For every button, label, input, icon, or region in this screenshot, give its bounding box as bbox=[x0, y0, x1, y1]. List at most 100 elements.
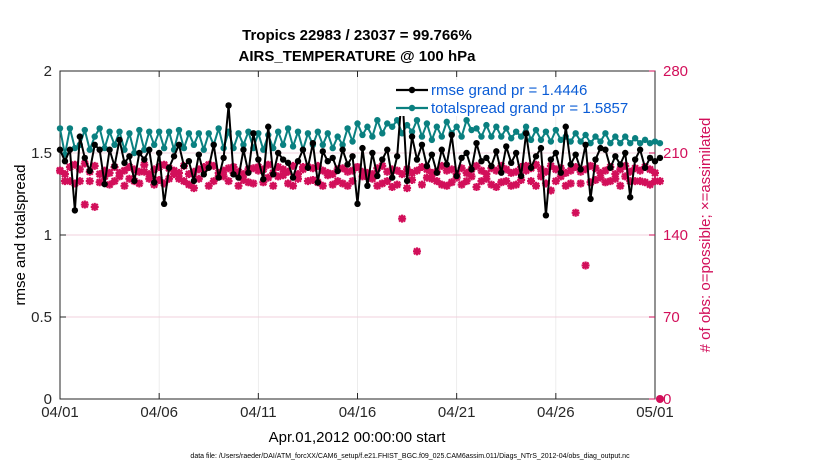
totalspread-marker bbox=[245, 128, 252, 135]
obs-assimilated-marker bbox=[507, 181, 516, 190]
y-tick-label: 1.5 bbox=[31, 145, 52, 162]
rmse-marker bbox=[587, 195, 594, 203]
obs-possible-marker bbox=[373, 164, 382, 173]
obs-possible-marker bbox=[189, 167, 198, 176]
obs-possible-marker bbox=[155, 163, 164, 172]
obs-assimilated-marker bbox=[284, 179, 293, 188]
totalspread-marker bbox=[175, 126, 183, 134]
obs-assimilated-marker bbox=[626, 177, 635, 186]
rmse-marker bbox=[537, 144, 545, 152]
rmse-marker bbox=[532, 153, 540, 160]
obs-possible-marker bbox=[651, 168, 659, 177]
obs-possible-marker bbox=[566, 166, 575, 175]
obs-assimilated-marker bbox=[363, 172, 372, 181]
obs-possible-marker bbox=[447, 165, 456, 174]
legend-rmse-label: rmse grand pr = 1.4446 bbox=[431, 82, 587, 99]
obs-assimilated-marker bbox=[184, 180, 193, 189]
rmse-marker bbox=[468, 166, 475, 173]
obs-assimilated-marker bbox=[279, 171, 288, 180]
obs-possible-marker bbox=[105, 168, 114, 177]
obs-possible-marker bbox=[532, 160, 540, 169]
x-tick-label: 04/26 bbox=[537, 404, 575, 421]
y-right-tick-label: 210 bbox=[663, 145, 688, 162]
rmse-marker bbox=[66, 146, 74, 153]
totalspread-marker bbox=[71, 144, 79, 152]
rmse-marker bbox=[274, 149, 282, 157]
obs-assimilated-marker bbox=[155, 175, 164, 184]
totalspread-marker bbox=[155, 128, 163, 135]
y-tick-label: 1 bbox=[44, 227, 52, 244]
obs-possible-marker bbox=[655, 395, 664, 403]
totalspread-marker bbox=[493, 123, 500, 130]
rmse-marker bbox=[284, 159, 292, 167]
rmse-marker bbox=[547, 156, 555, 163]
rmse-marker bbox=[349, 153, 356, 160]
obs-possible-marker bbox=[408, 168, 417, 177]
x-tick-label: 04/16 bbox=[339, 404, 377, 421]
totalspread-marker bbox=[577, 138, 584, 145]
totalspread-marker bbox=[116, 128, 123, 135]
rmse-marker bbox=[448, 131, 455, 139]
totalspread-marker bbox=[96, 125, 103, 132]
obs-assimilated-marker bbox=[60, 177, 69, 186]
totalspread-marker bbox=[339, 141, 346, 148]
obs-assimilated-marker bbox=[442, 181, 451, 190]
obs-assimilated-marker bbox=[403, 184, 412, 193]
obs-assimilated-marker bbox=[254, 163, 263, 172]
obs-assimilated-marker bbox=[417, 180, 426, 189]
obs-assimilated-marker bbox=[264, 173, 273, 182]
obs-possible-marker bbox=[551, 165, 560, 174]
totalspread-marker bbox=[458, 133, 465, 140]
obs-assimilated-marker bbox=[646, 180, 655, 189]
rmse-marker bbox=[260, 176, 267, 183]
totalspread-marker bbox=[503, 125, 510, 132]
totalspread-marker bbox=[86, 146, 93, 153]
y-right-tick-label: 70 bbox=[663, 309, 680, 326]
obs-assimilated-marker bbox=[244, 178, 253, 187]
totalspread-marker bbox=[304, 130, 312, 137]
obs-assimilated-marker bbox=[546, 186, 555, 195]
totalspread-marker bbox=[498, 133, 505, 140]
obs-assimilated-marker bbox=[110, 177, 119, 186]
obs-possible-marker bbox=[636, 166, 645, 175]
rmse-marker bbox=[498, 169, 505, 176]
rmse-marker bbox=[384, 146, 391, 153]
obs-possible-marker bbox=[477, 166, 486, 175]
obs-possible-marker bbox=[80, 159, 89, 168]
obs-possible-marker bbox=[313, 161, 322, 170]
obs-assimilated-marker bbox=[298, 163, 307, 172]
obs-possible-marker bbox=[462, 168, 471, 177]
rmse-marker bbox=[423, 162, 431, 170]
totalspread-marker bbox=[200, 146, 207, 153]
totalspread-marker bbox=[235, 130, 242, 137]
totalspread-marker bbox=[646, 139, 654, 147]
totalspread-marker bbox=[557, 136, 564, 144]
obs-possible-marker bbox=[417, 163, 426, 172]
legend-box bbox=[392, 80, 654, 116]
obs-assimilated-marker bbox=[204, 181, 213, 190]
obs-assimilated-marker bbox=[616, 181, 625, 190]
obs-assimilated-marker bbox=[413, 247, 421, 256]
rmse-marker bbox=[646, 154, 654, 162]
totalspread-marker bbox=[364, 123, 371, 130]
totalspread-marker bbox=[146, 128, 153, 135]
totalspread-marker bbox=[656, 139, 664, 147]
obs-assimilated-marker bbox=[303, 177, 312, 186]
totalspread-marker bbox=[527, 136, 535, 144]
rmse-marker bbox=[329, 154, 336, 162]
totalspread-marker bbox=[319, 141, 326, 148]
chart-title-line2: AIRS_TEMPERATURE @ 100 hPa bbox=[239, 48, 477, 65]
totalspread-marker bbox=[136, 126, 143, 134]
obs-possible-marker bbox=[561, 168, 570, 177]
totalspread-marker bbox=[101, 144, 108, 152]
obs-possible-marker bbox=[422, 165, 431, 174]
obs-assimilated-marker bbox=[492, 182, 501, 191]
obs-assimilated-marker bbox=[586, 178, 595, 187]
obs-assimilated-marker bbox=[95, 178, 104, 187]
obs-possible-marker bbox=[90, 161, 99, 170]
obs-possible-marker bbox=[616, 165, 625, 174]
rmse-marker bbox=[438, 146, 445, 153]
obs-assimilated-marker bbox=[591, 175, 600, 184]
rmse-marker bbox=[656, 154, 664, 162]
obs-possible-marker bbox=[135, 167, 144, 176]
